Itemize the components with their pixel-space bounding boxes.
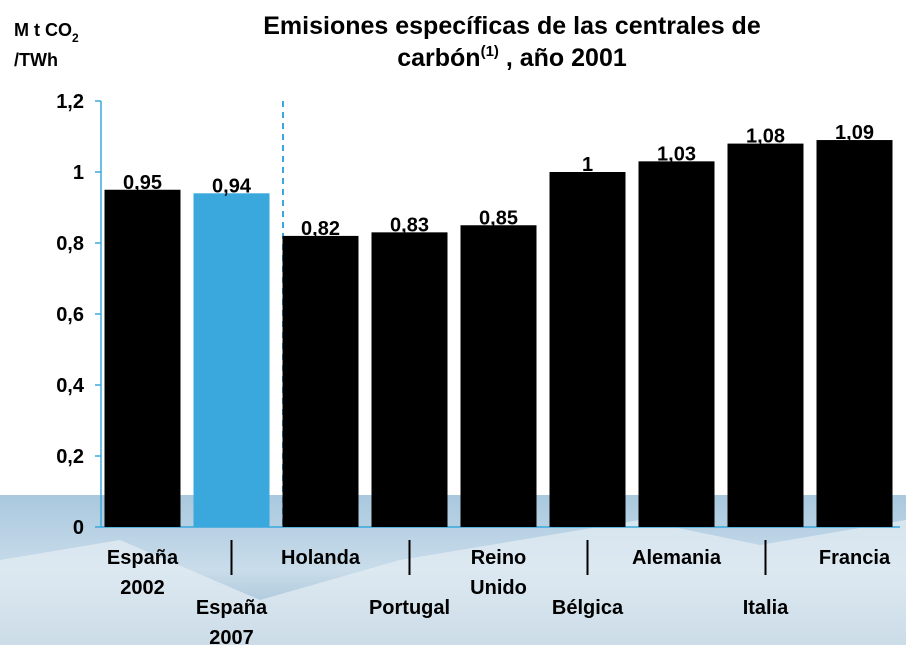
value-label: 0,94 (212, 175, 252, 197)
value-label: 0,85 (479, 207, 518, 229)
bar (727, 143, 804, 527)
x-tick-label: Portugal (369, 597, 450, 619)
y-axis-label: M t CO2 (14, 20, 79, 45)
x-tick-label: Bélgica (552, 597, 624, 619)
bar (460, 225, 537, 527)
value-label: 1,03 (657, 143, 696, 165)
value-label: 0,95 (123, 172, 162, 194)
value-label: 1,08 (746, 126, 785, 148)
y-tick-label: 0,4 (56, 375, 85, 397)
bar (816, 140, 893, 528)
y-tick-label: 1,2 (56, 91, 84, 113)
mountain (0, 520, 906, 645)
x-tick-label: Holanda (281, 547, 361, 569)
bar (193, 193, 270, 528)
x-tick-label: Francia (819, 547, 891, 569)
bar (638, 161, 715, 527)
y-label-part: M t CO (14, 20, 72, 40)
value-label: 0,83 (390, 214, 429, 236)
y-tick-label: 0 (73, 517, 84, 539)
chart-title: Emisiones específicas de las centrales d… (263, 12, 761, 40)
x-tick-label: Unido (470, 577, 527, 599)
title-part: , año 2001 (499, 44, 627, 72)
bar (549, 172, 626, 527)
x-tick-label: Reino (471, 547, 527, 569)
value-label: 0,82 (301, 218, 340, 240)
value-label: 1,09 (835, 122, 874, 144)
y-tick-label: 0,2 (56, 446, 84, 468)
title-part: carbón (397, 44, 480, 72)
value-label: 1 (582, 154, 593, 176)
title-sup: (1) (481, 43, 499, 60)
bar (104, 189, 181, 527)
x-tick-label: Alemania (632, 547, 722, 569)
y-tick-label: 0,8 (56, 233, 84, 255)
y-label-sub: 2 (72, 31, 79, 45)
y-tick-label: 0,6 (56, 304, 84, 326)
x-tick-label: España (107, 547, 179, 569)
y-axis-label: /TWh (14, 50, 58, 70)
x-tick-label: Italia (743, 597, 789, 619)
x-tick-label: 2007 (209, 627, 254, 645)
x-tick-label: España (196, 597, 268, 619)
bar (371, 232, 448, 527)
y-tick-label: 1 (73, 162, 84, 184)
chart-title: carbón(1) , año 2001 (397, 43, 627, 72)
bar (282, 235, 359, 527)
x-tick-label: 2002 (120, 577, 165, 599)
